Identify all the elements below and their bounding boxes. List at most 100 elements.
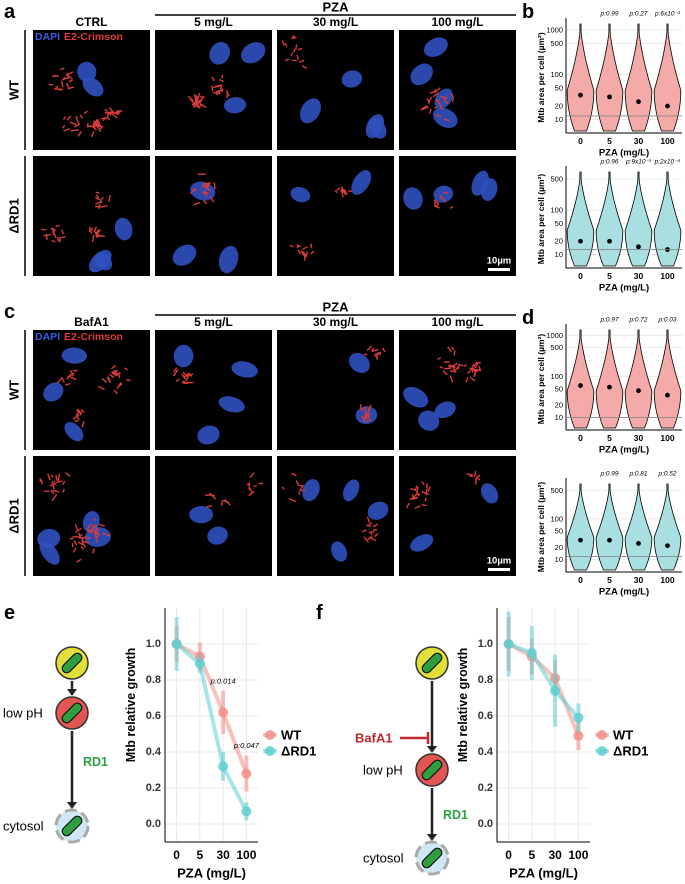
bacterium [77,532,82,538]
bacterium [297,47,303,51]
bacterium [60,80,64,88]
bacterium [76,416,80,421]
bacterium [405,502,410,509]
bacterium [62,480,66,486]
bacterium [440,95,448,99]
nucleus [114,217,133,241]
stain-label: DAPI [35,31,60,43]
bacterium [189,98,195,105]
bacterium [424,497,427,502]
bacterium [284,58,290,62]
bacterium [47,473,51,481]
arrow-head [427,834,437,841]
y-tick-label: 10 [555,115,563,124]
nucleus [410,534,434,552]
bacterium [51,239,56,243]
bacterium [476,477,481,481]
nucleus [173,344,194,368]
bacterium [69,121,77,126]
bacterium [435,99,440,103]
bacillus [61,702,83,724]
nucleus [349,352,370,373]
point [218,761,229,772]
bacterium [81,540,90,544]
bacterium [295,44,298,50]
bacterium [368,531,373,536]
micrograph [277,156,394,276]
legend-label: WT [613,728,633,743]
nucleus [434,401,456,419]
bacterium [65,472,71,477]
bacterium [298,491,301,495]
bacterium [72,547,77,553]
violin [595,23,624,132]
bacterium [341,189,344,198]
bacterium [204,192,208,197]
legend-label: ΔRD1 [613,744,648,759]
panel-label: b [522,1,534,23]
y-tick-label: 20 [555,401,563,410]
bacterium [421,481,425,486]
micrograph [155,156,272,276]
nucleus [403,386,429,408]
bacterium [219,89,224,92]
bacterium [52,489,60,493]
bacterium [444,367,452,370]
x-tick-label: 5 [607,433,612,443]
bacterium [111,111,120,115]
bacterium [434,87,441,94]
median-dot [578,383,583,388]
bacterium [193,201,201,206]
bacterium [61,376,65,383]
bacterium [362,529,367,533]
bacterium [113,389,119,395]
p-value: p:0.99 [599,471,618,478]
bacterium [191,101,197,106]
bacterium [436,202,440,208]
inhibitor-label: BafA1 [355,731,393,746]
y-tick-label: 0.0 [478,818,493,830]
bacterium [310,250,315,255]
legend-marker [265,746,275,756]
x-tick-label: 100 [660,271,674,281]
bacterium [55,480,63,484]
nucleus [368,118,387,139]
bacterium [465,377,469,383]
bacterium [457,363,464,367]
bacterium [91,234,95,243]
bacterium [208,492,215,497]
bacterium [471,368,479,373]
bacterium [63,116,66,120]
bacterium [111,364,117,370]
bacterium [452,362,458,367]
bacterium [76,558,82,563]
bacterium [77,541,84,546]
bacterium [99,125,104,130]
bacterium [88,230,93,234]
bacterium [281,40,285,46]
bacterium [221,499,230,504]
bacterium [463,364,467,368]
bacterium [284,42,288,48]
median-dot [578,92,583,98]
violin [624,23,653,132]
bacillus [421,847,443,869]
bacterium [211,85,214,92]
bacterium [108,373,115,379]
bacterium [53,480,56,486]
bacterium [95,229,102,236]
y-axis-label: Mtb area per cell (µm²) [536,174,546,265]
nucleus [197,425,220,445]
bacterium [212,92,221,95]
bacterium [443,191,449,194]
bacterium [93,226,98,233]
bacterium [422,106,429,111]
bacterium [111,369,116,374]
p-value: p:0.97 [599,317,618,324]
arrow-head [427,746,437,753]
bacterium [442,370,448,376]
x-tick-label: 0 [173,848,180,862]
bacterium [469,475,474,478]
y-tick-label: 1.0 [146,638,161,650]
